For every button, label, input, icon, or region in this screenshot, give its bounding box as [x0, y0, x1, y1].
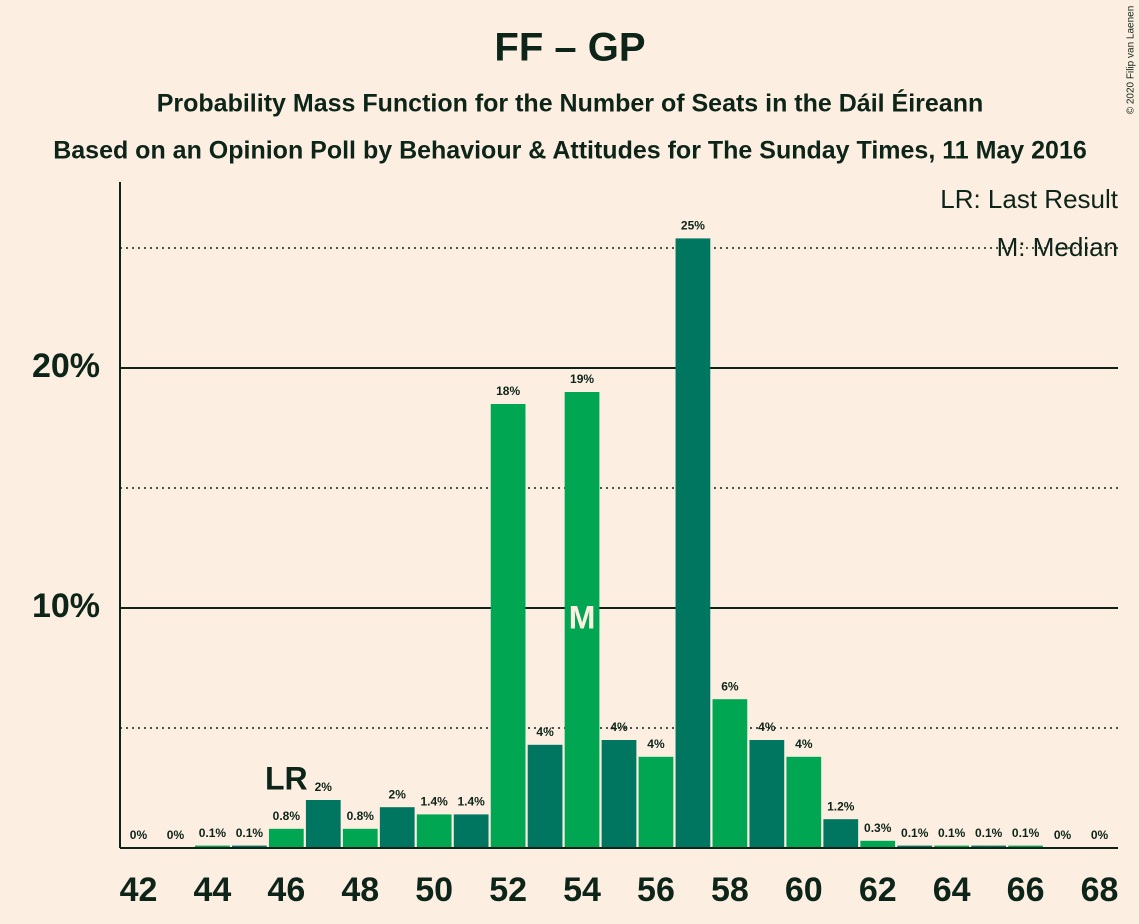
bar [305, 800, 341, 848]
value-label: 4% [795, 737, 813, 751]
x-tick-label: 64 [933, 871, 971, 909]
legend-entry: LR: Last Result [940, 184, 1119, 214]
bar [823, 819, 859, 848]
value-label: 1.4% [457, 795, 485, 809]
value-label: 0.1% [236, 826, 264, 840]
value-label: 0% [167, 828, 185, 842]
bar [379, 807, 415, 848]
value-label: 2% [315, 780, 333, 794]
bar [527, 744, 563, 848]
bar [749, 740, 785, 848]
x-tick-label: 52 [489, 871, 527, 909]
x-tick-label: 66 [1007, 871, 1045, 909]
value-label: 19% [570, 372, 594, 386]
value-label: 0.1% [199, 826, 227, 840]
annotation: M [569, 599, 596, 635]
value-label: 4% [758, 720, 776, 734]
value-label: 1.2% [827, 799, 855, 813]
value-label: 0.1% [901, 826, 929, 840]
x-tick-label: 54 [563, 871, 601, 909]
value-label: 0% [1091, 828, 1109, 842]
bar [786, 756, 822, 848]
bar [490, 404, 526, 848]
bar [564, 392, 600, 848]
x-tick-label: 68 [1081, 871, 1119, 909]
bar [601, 740, 637, 848]
x-tick-label: 50 [415, 871, 453, 909]
copyright: © 2020 Filip van Laenen [1126, 6, 1137, 115]
value-label: 6% [721, 679, 739, 693]
value-label: 0.1% [975, 826, 1003, 840]
y-tick-label: 10% [32, 587, 100, 625]
bar [231, 845, 267, 848]
chart-title: FF – GP [494, 26, 645, 70]
value-label: 1.4% [421, 795, 449, 809]
value-label: 0.1% [938, 826, 966, 840]
value-label: 0.8% [347, 809, 375, 823]
value-label: 0% [1054, 828, 1072, 842]
bar [934, 845, 970, 848]
legend-entry: M: Median [997, 232, 1118, 262]
value-label: 4% [647, 737, 665, 751]
bar [971, 845, 1007, 848]
x-tick-label: 48 [341, 871, 379, 909]
value-label: 4% [536, 725, 554, 739]
bar [342, 828, 378, 848]
bar [897, 845, 933, 848]
x-tick-label: 62 [859, 871, 897, 909]
subtitle: Probability Mass Function for the Number… [157, 89, 984, 118]
bar [1008, 845, 1043, 848]
bar [195, 845, 230, 848]
value-label: 2% [389, 787, 407, 801]
x-tick-label: 44 [193, 871, 231, 909]
bar [453, 814, 489, 848]
bar [416, 814, 452, 848]
value-label: 18% [496, 384, 520, 398]
x-tick-label: 46 [267, 871, 305, 909]
bar [638, 756, 674, 848]
value-label: 0% [130, 828, 148, 842]
x-tick-label: 58 [711, 871, 749, 909]
annotation: LR [265, 760, 308, 796]
value-label: 0.1% [1012, 826, 1040, 840]
value-label: 4% [610, 720, 628, 734]
value-label: 0.3% [864, 821, 892, 835]
bar [675, 238, 711, 848]
subtitle: Based on an Opinion Poll by Behaviour & … [53, 137, 1087, 165]
value-label: 0.8% [273, 809, 301, 823]
bar [860, 840, 896, 848]
bar [712, 699, 748, 848]
x-tick-label: 60 [785, 871, 823, 909]
y-tick-label: 20% [32, 347, 100, 385]
value-label: 25% [681, 219, 705, 233]
x-tick-label: 42 [120, 871, 158, 909]
bar [268, 828, 304, 848]
x-tick-label: 56 [637, 871, 675, 909]
